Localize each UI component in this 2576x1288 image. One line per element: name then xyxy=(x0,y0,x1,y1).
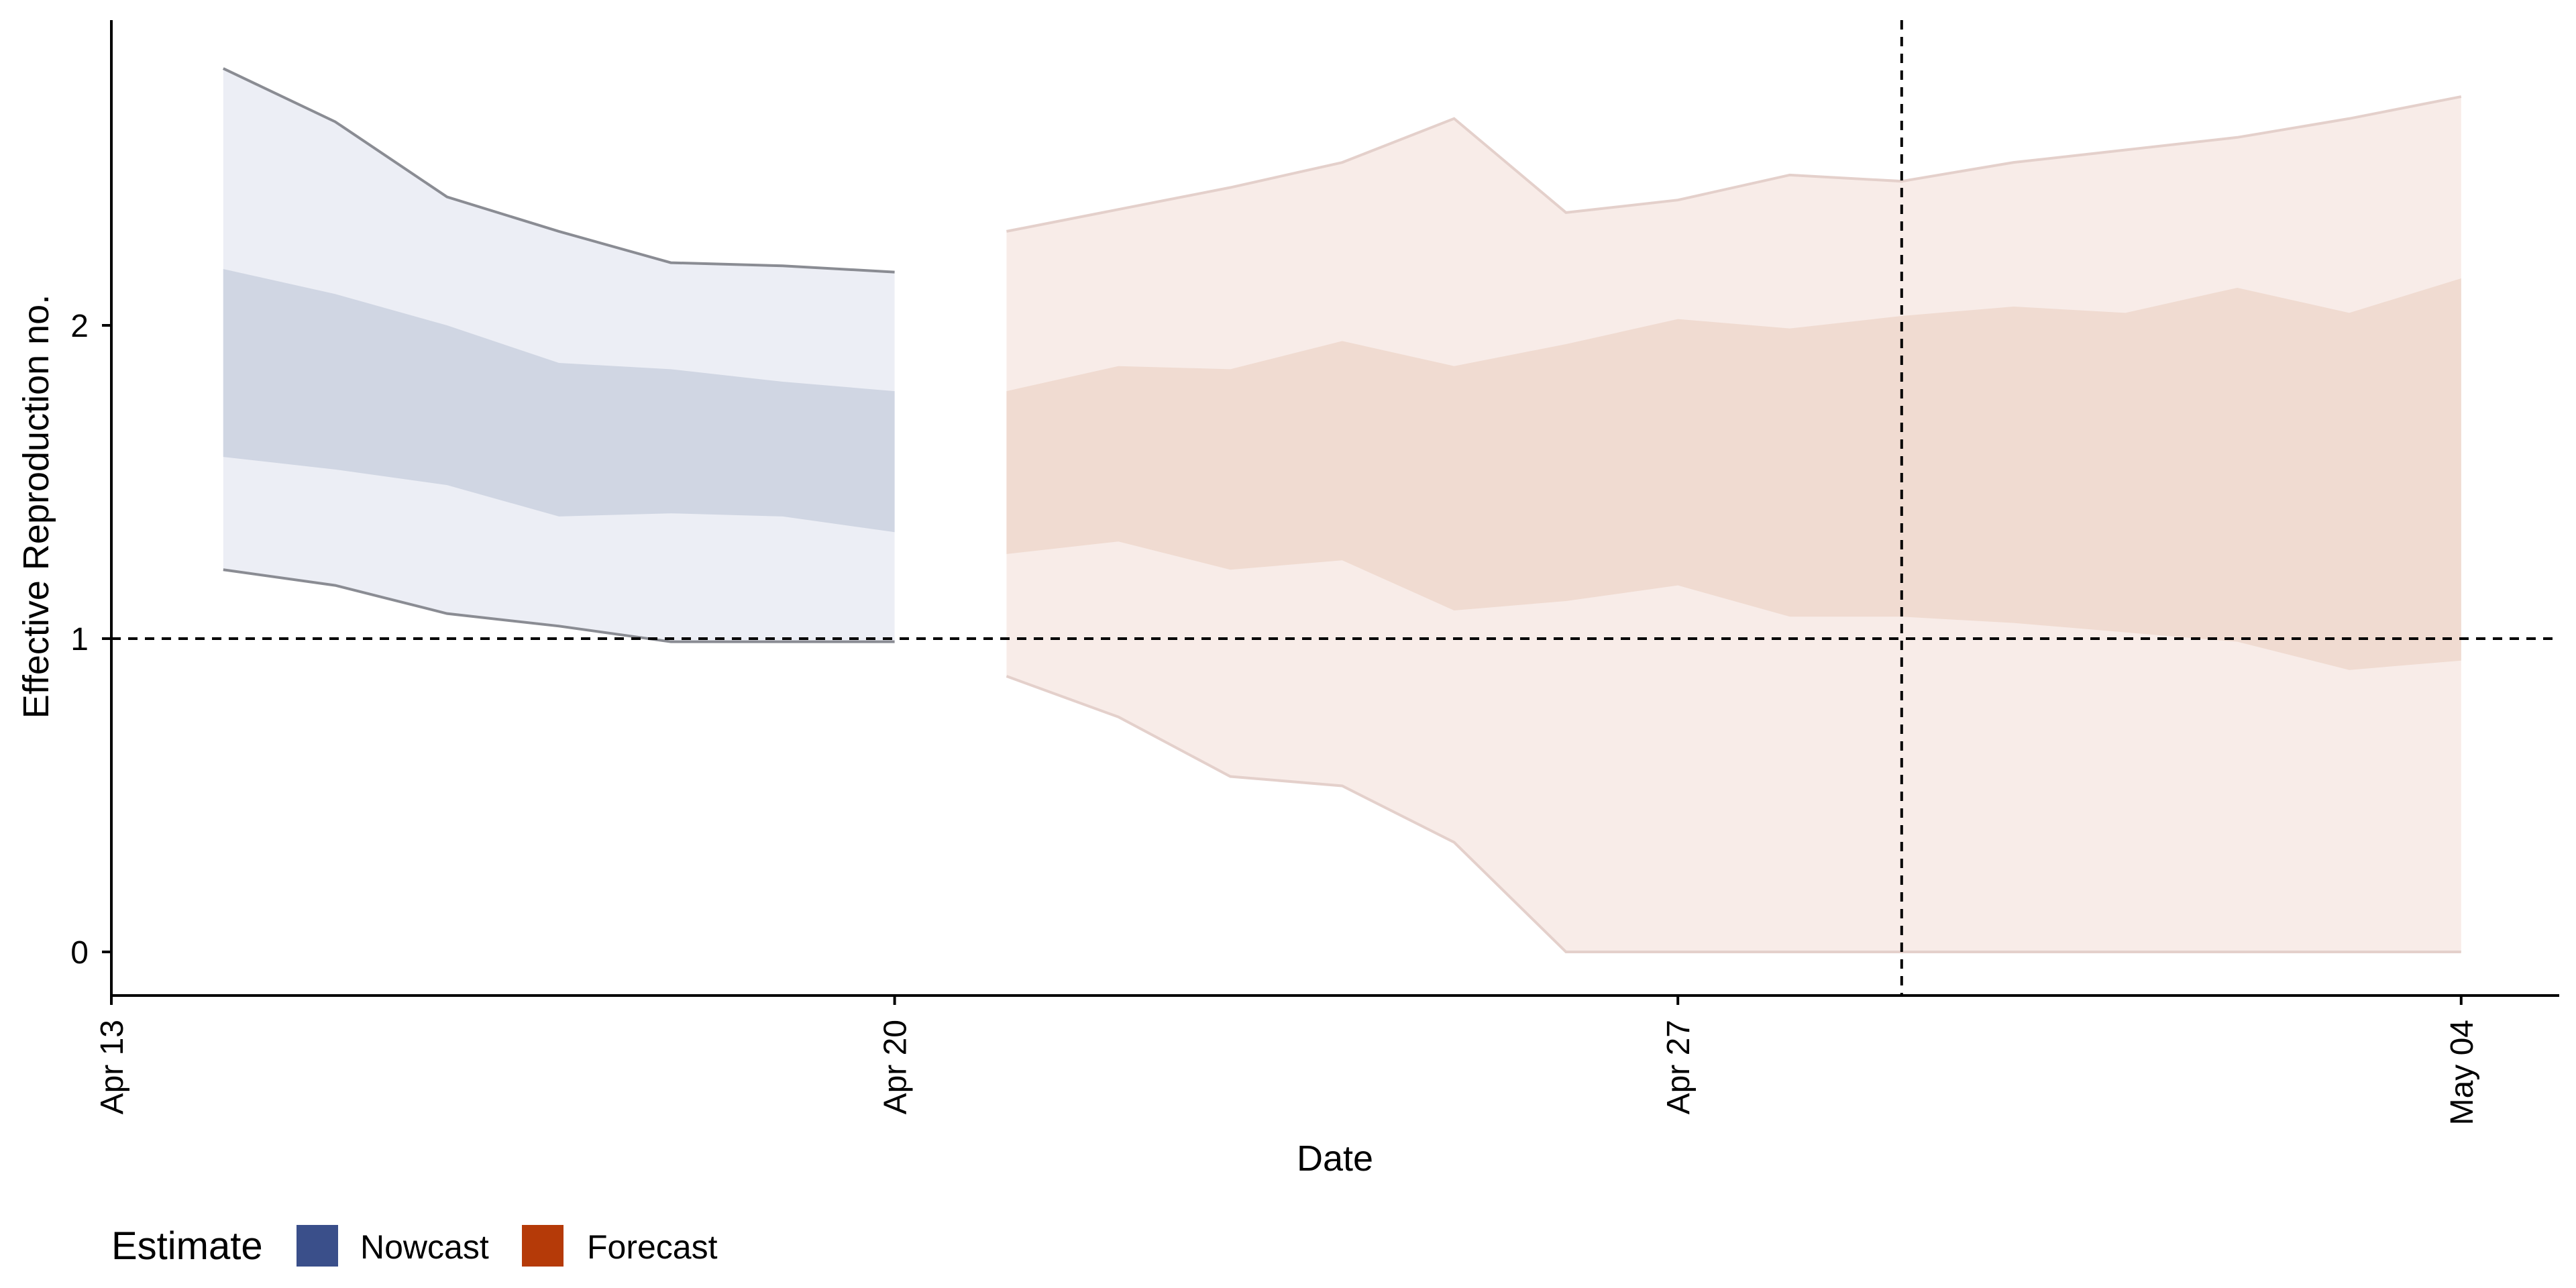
forecast-lower-90-line xyxy=(1006,675,2461,953)
estimate-bands xyxy=(222,67,2462,953)
nowcast-upper-90-line xyxy=(222,67,895,274)
y-tick-label: 0 xyxy=(70,935,89,971)
legend: Estimate Nowcast Forecast xyxy=(111,1224,718,1268)
forecast-upper-90-line xyxy=(1006,95,2462,233)
x-tick-label: Apr 27 xyxy=(1661,1020,1697,1114)
forecast-band-50 xyxy=(1006,278,2461,670)
y-ticks: 0 1 2 xyxy=(70,309,111,971)
legend-key-nowcast xyxy=(297,1225,338,1267)
nowcast-band-50 xyxy=(223,268,895,533)
y-tick-label: 2 xyxy=(70,309,89,344)
x-axis-title: Date xyxy=(1297,1138,1373,1179)
y-axis-title: Effective Reproduction no. xyxy=(16,294,56,718)
legend-label-forecast: Forecast xyxy=(587,1228,718,1266)
nowcast-lower-90-line xyxy=(223,568,895,643)
legend-title: Estimate xyxy=(111,1224,263,1268)
reference-lines xyxy=(111,20,2559,996)
x-tick-label: Apr 20 xyxy=(878,1020,914,1114)
x-ticks: Apr 13 Apr 20 Apr 27 May 04 xyxy=(95,996,2480,1125)
x-tick-label: May 04 xyxy=(2445,1020,2480,1125)
x-tick-label: Apr 13 xyxy=(95,1020,130,1114)
axes xyxy=(110,20,2559,997)
y-tick-label: 1 xyxy=(70,622,89,657)
legend-label-nowcast: Nowcast xyxy=(360,1228,489,1266)
legend-key-forecast xyxy=(522,1225,564,1267)
